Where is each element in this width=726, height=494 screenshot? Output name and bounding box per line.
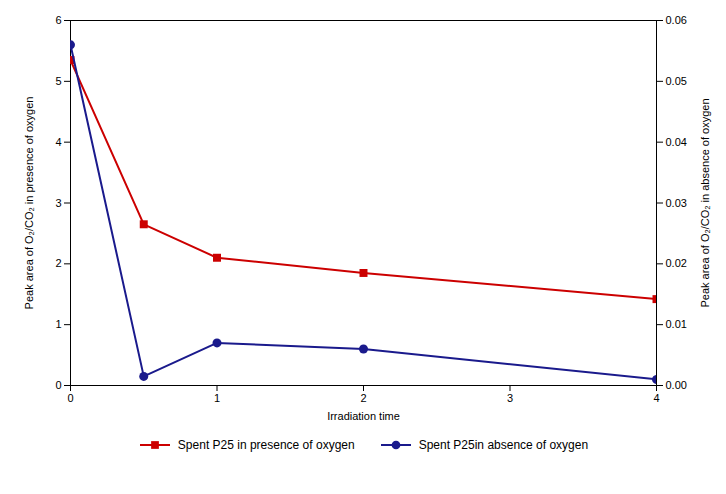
svg-text:0.04: 0.04 <box>666 136 687 148</box>
svg-text:0.01: 0.01 <box>666 318 687 330</box>
svg-text:5: 5 <box>55 75 61 87</box>
svg-text:Peak area of O₂/CO₂ in absence: Peak area of O₂/CO₂ in absence of oxygen <box>699 98 711 307</box>
svg-text:0.05: 0.05 <box>666 75 687 87</box>
svg-text:0: 0 <box>55 379 61 391</box>
svg-text:0.06: 0.06 <box>666 14 687 26</box>
svg-text:4: 4 <box>653 392 659 404</box>
svg-text:Peak area of O₂/CO₂ in presenc: Peak area of O₂/CO₂ in presence of oxyge… <box>23 97 35 310</box>
svg-text:3: 3 <box>55 197 61 209</box>
svg-text:1: 1 <box>214 392 220 404</box>
svg-text:Irradiation time: Irradiation time <box>327 410 400 422</box>
svg-text:0.02: 0.02 <box>666 257 687 269</box>
html-text:Spent P25in absence of oxygen: Spent P25in absence of oxygen <box>418 438 589 452</box>
svg-text:3: 3 <box>507 392 513 404</box>
svg-text:4: 4 <box>55 136 61 148</box>
svg-text:0.00: 0.00 <box>666 379 687 391</box>
svg-text:0: 0 <box>67 392 73 404</box>
svg-text:2: 2 <box>360 392 366 404</box>
html-text:Spent P25 in presence of oxyge: Spent P25 in presence of oxygen <box>177 438 355 452</box>
svg-text:1: 1 <box>55 318 61 330</box>
svg-text:0.03: 0.03 <box>666 197 687 209</box>
svg-text:6: 6 <box>55 14 61 26</box>
svg-text:2: 2 <box>55 257 61 269</box>
